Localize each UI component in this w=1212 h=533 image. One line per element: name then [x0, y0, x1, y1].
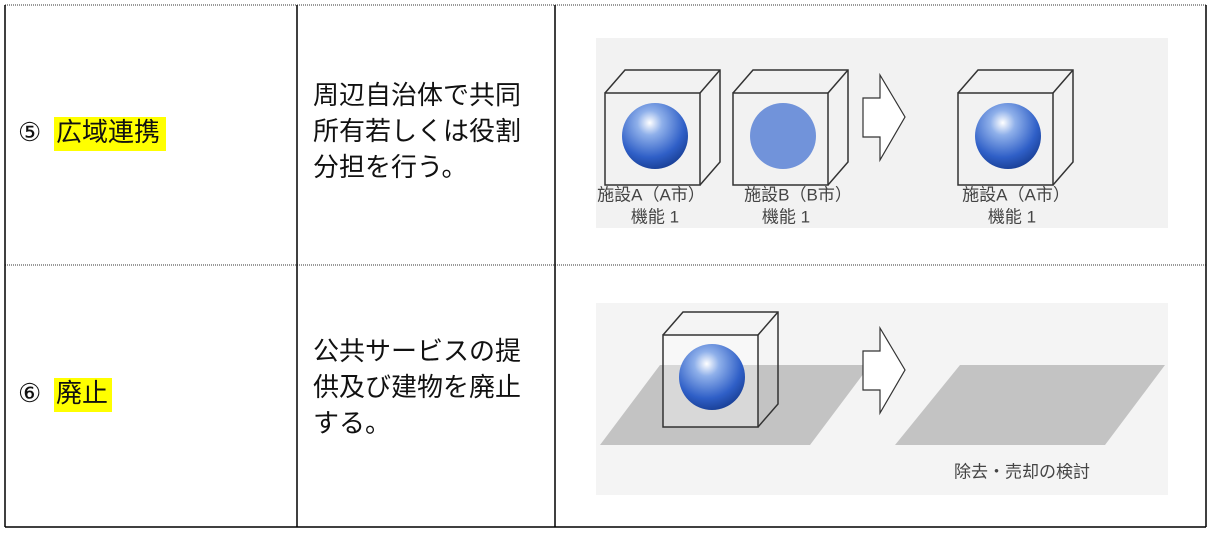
- cube: [957, 69, 1074, 186]
- cube-front: [662, 334, 759, 428]
- flat-circle: [750, 103, 816, 169]
- ground: [895, 365, 1165, 445]
- facility-name: 施設A（A市）: [962, 185, 1070, 204]
- ground: [600, 365, 870, 445]
- cube-front: [604, 92, 701, 186]
- sphere: [679, 344, 745, 410]
- row-number: ⑤: [18, 118, 41, 147]
- facility-function: 機能 1: [988, 207, 1036, 226]
- highlight: [54, 378, 112, 412]
- description-line: 公共サービスの提: [313, 337, 521, 366]
- diagram-cooperation: 施設A（A市） 機能 1 施設B（B市） 機能 1 施設A（A市） 機能 1: [596, 38, 1168, 228]
- facility-function: 機能 1: [762, 207, 810, 226]
- description-line: 周辺自治体で共同: [313, 81, 521, 110]
- description-line: 分担を行う。: [313, 153, 467, 182]
- row-number: ⑥: [18, 379, 41, 408]
- cube: [732, 69, 849, 186]
- description-line: 所有若しくは役割: [313, 117, 521, 146]
- description-line: 供及び建物を廃止: [313, 373, 521, 402]
- row-label: 広域連携: [56, 118, 160, 147]
- diagram-abolition: 除去・売却の検討: [596, 303, 1168, 495]
- cube: [604, 69, 721, 186]
- cube-front: [732, 92, 829, 186]
- facility-name: 施設B（B市）: [744, 185, 852, 204]
- cube-front: [957, 92, 1054, 186]
- facility-function: 機能 1: [631, 207, 679, 226]
- sphere: [622, 103, 688, 169]
- cube: [662, 311, 779, 428]
- sphere: [975, 103, 1041, 169]
- highlight: [54, 117, 166, 151]
- row-label: 廃止: [56, 379, 108, 408]
- table-grid: [4, 4, 1207, 528]
- description-line: する。: [313, 409, 391, 438]
- arrow: [862, 72, 906, 163]
- facility-name: 施設A（A市）: [597, 185, 705, 204]
- caption: 除去・売却の検討: [954, 462, 1090, 481]
- arrow: [862, 325, 906, 416]
